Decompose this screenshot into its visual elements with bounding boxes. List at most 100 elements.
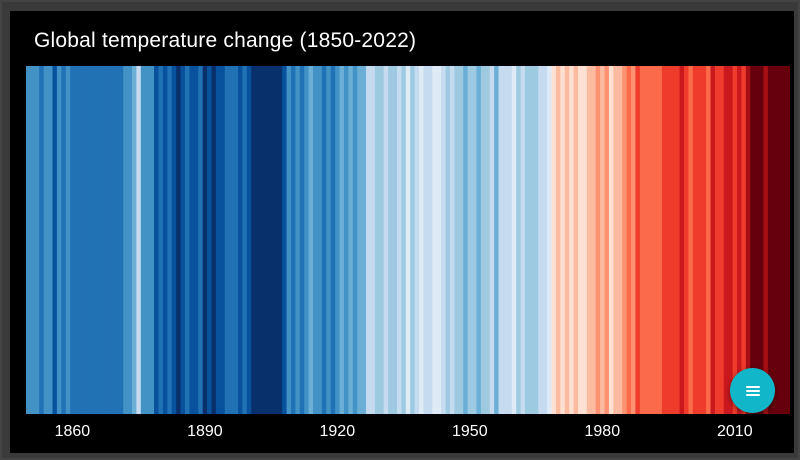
stripe-1886 bbox=[184, 66, 190, 414]
stripe-1910 bbox=[290, 66, 296, 414]
stripe-1987 bbox=[631, 66, 637, 414]
stripe-1854 bbox=[43, 66, 49, 414]
stripe-1998 bbox=[679, 66, 685, 414]
stripe-2013 bbox=[745, 66, 751, 414]
stripe-1882 bbox=[167, 66, 173, 414]
stripe-1966 bbox=[538, 66, 544, 414]
stripe-1958 bbox=[502, 66, 508, 414]
stripe-1956 bbox=[494, 66, 500, 414]
stripe-1899 bbox=[242, 66, 248, 414]
stripe-2020 bbox=[776, 66, 782, 414]
stripe-1941 bbox=[427, 66, 433, 414]
stripe-1861 bbox=[74, 66, 80, 414]
stripe-1870 bbox=[114, 66, 120, 414]
stripe-1877 bbox=[145, 66, 151, 414]
stripe-1992 bbox=[653, 66, 659, 414]
x-tick-label: 1920 bbox=[319, 423, 356, 440]
stripe-1954 bbox=[485, 66, 491, 414]
stripe-1856 bbox=[52, 66, 58, 414]
stripe-1943 bbox=[436, 66, 442, 414]
stripe-2014 bbox=[750, 66, 756, 414]
stripe-2012 bbox=[741, 66, 747, 414]
stripe-1924 bbox=[352, 66, 358, 414]
stripe-1875 bbox=[136, 66, 142, 414]
stripe-1867 bbox=[101, 66, 107, 414]
stripe-2001 bbox=[692, 66, 698, 414]
stripe-2019 bbox=[772, 66, 778, 414]
stripe-2003 bbox=[701, 66, 707, 414]
stripe-1919 bbox=[330, 66, 336, 414]
stripe-1868 bbox=[105, 66, 111, 414]
stripe-1969 bbox=[551, 66, 557, 414]
stripe-2000 bbox=[688, 66, 694, 414]
stripe-1890 bbox=[202, 66, 208, 414]
stripe-1916 bbox=[317, 66, 323, 414]
stripe-2004 bbox=[706, 66, 712, 414]
stripe-1915 bbox=[313, 66, 319, 414]
stripe-1865 bbox=[92, 66, 98, 414]
stripe-1863 bbox=[83, 66, 89, 414]
stripe-1996 bbox=[670, 66, 676, 414]
stripe-1917 bbox=[321, 66, 327, 414]
stripe-1982 bbox=[608, 66, 614, 414]
stripe-1869 bbox=[109, 66, 115, 414]
stripe-1907 bbox=[277, 66, 283, 414]
stripe-2011 bbox=[737, 66, 743, 414]
x-tick-label: 1890 bbox=[187, 423, 223, 440]
stripe-1898 bbox=[237, 66, 243, 414]
stripe-1929 bbox=[374, 66, 380, 414]
stripe-1995 bbox=[666, 66, 672, 414]
stripe-1850 bbox=[26, 66, 32, 414]
stripe-1895 bbox=[224, 66, 230, 414]
stripe-1926 bbox=[361, 66, 367, 414]
stripe-1927 bbox=[366, 66, 372, 414]
stripe-2009 bbox=[728, 66, 734, 414]
stripe-1888 bbox=[193, 66, 199, 414]
stripe-1962 bbox=[520, 66, 526, 414]
stripe-1957 bbox=[498, 66, 504, 414]
stripe-1972 bbox=[564, 66, 570, 414]
stripe-1988 bbox=[635, 66, 641, 414]
stripe-1920 bbox=[335, 66, 341, 414]
stripe-1858 bbox=[61, 66, 67, 414]
stripe-1950 bbox=[467, 66, 473, 414]
stripe-1889 bbox=[198, 66, 204, 414]
menu-icon bbox=[745, 385, 760, 396]
stripe-2007 bbox=[719, 66, 725, 414]
stripe-1901 bbox=[251, 66, 257, 414]
stripe-1948 bbox=[458, 66, 464, 414]
stripe-1857 bbox=[56, 66, 62, 414]
stripe-1980 bbox=[600, 66, 606, 414]
stripe-2002 bbox=[697, 66, 703, 414]
stripe-1993 bbox=[657, 66, 663, 414]
stripe-1937 bbox=[410, 66, 416, 414]
stripe-1953 bbox=[480, 66, 486, 414]
stripe-1951 bbox=[472, 66, 478, 414]
stripe-1860 bbox=[70, 66, 76, 414]
stripe-1971 bbox=[560, 66, 566, 414]
stripe-1973 bbox=[569, 66, 575, 414]
stripe-1876 bbox=[140, 66, 146, 414]
stripe-1997 bbox=[675, 66, 681, 414]
stripe-1934 bbox=[396, 66, 402, 414]
stripe-1961 bbox=[516, 66, 522, 414]
stripe-2021 bbox=[781, 66, 787, 414]
stripe-1933 bbox=[392, 66, 398, 414]
stripe-1975 bbox=[578, 66, 584, 414]
stripe-1939 bbox=[419, 66, 425, 414]
stripe-1942 bbox=[432, 66, 438, 414]
warming-stripes bbox=[26, 66, 790, 414]
stripe-1981 bbox=[604, 66, 610, 414]
stripe-1960 bbox=[511, 66, 517, 414]
stripe-1949 bbox=[463, 66, 469, 414]
stripe-1891 bbox=[207, 66, 213, 414]
stripe-1994 bbox=[661, 66, 667, 414]
stripe-1871 bbox=[118, 66, 124, 414]
x-tick-label: 1860 bbox=[54, 423, 91, 440]
stripe-1900 bbox=[246, 66, 252, 414]
menu-button[interactable] bbox=[730, 368, 775, 413]
stripe-1936 bbox=[405, 66, 411, 414]
stripe-1913 bbox=[304, 66, 310, 414]
stripe-1989 bbox=[639, 66, 645, 414]
